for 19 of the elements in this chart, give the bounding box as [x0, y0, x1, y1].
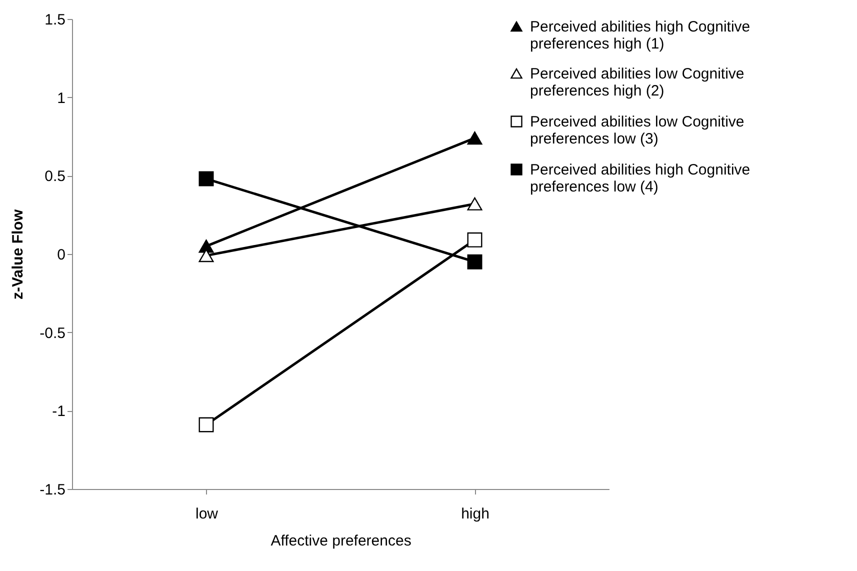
x-tick-label: high [461, 506, 490, 522]
y-tick-label: 1 [57, 90, 66, 107]
legend-label: Perceived abilities high Cognitive preferences low (4) [530, 162, 750, 196]
y-tick-label: 1.5 [44, 12, 66, 28]
y-tick-label: -0.5 [40, 324, 66, 342]
point [467, 254, 482, 270]
point [198, 171, 214, 186]
point [467, 232, 482, 248]
legend-label: Perceived abilities high Cognitive preferences high (1) [530, 18, 750, 52]
y-tick-label: 0.5 [44, 168, 66, 186]
x-tick-label: low [195, 506, 218, 522]
y-tick-label: -1.5 [40, 482, 66, 498]
legend-label: Perceived abilities low Cognitive preferences high (2) [530, 66, 744, 100]
point [198, 417, 214, 432]
y-axis-title: z-Value Flow [10, 209, 27, 300]
y-tick-label: -1 [52, 403, 66, 420]
legend-label: Perceived abilities low Cognitive preferences low (3) [530, 114, 744, 148]
x-axis-title: Affective preferences [270, 532, 412, 550]
y-tick-label: 0 [57, 246, 66, 264]
